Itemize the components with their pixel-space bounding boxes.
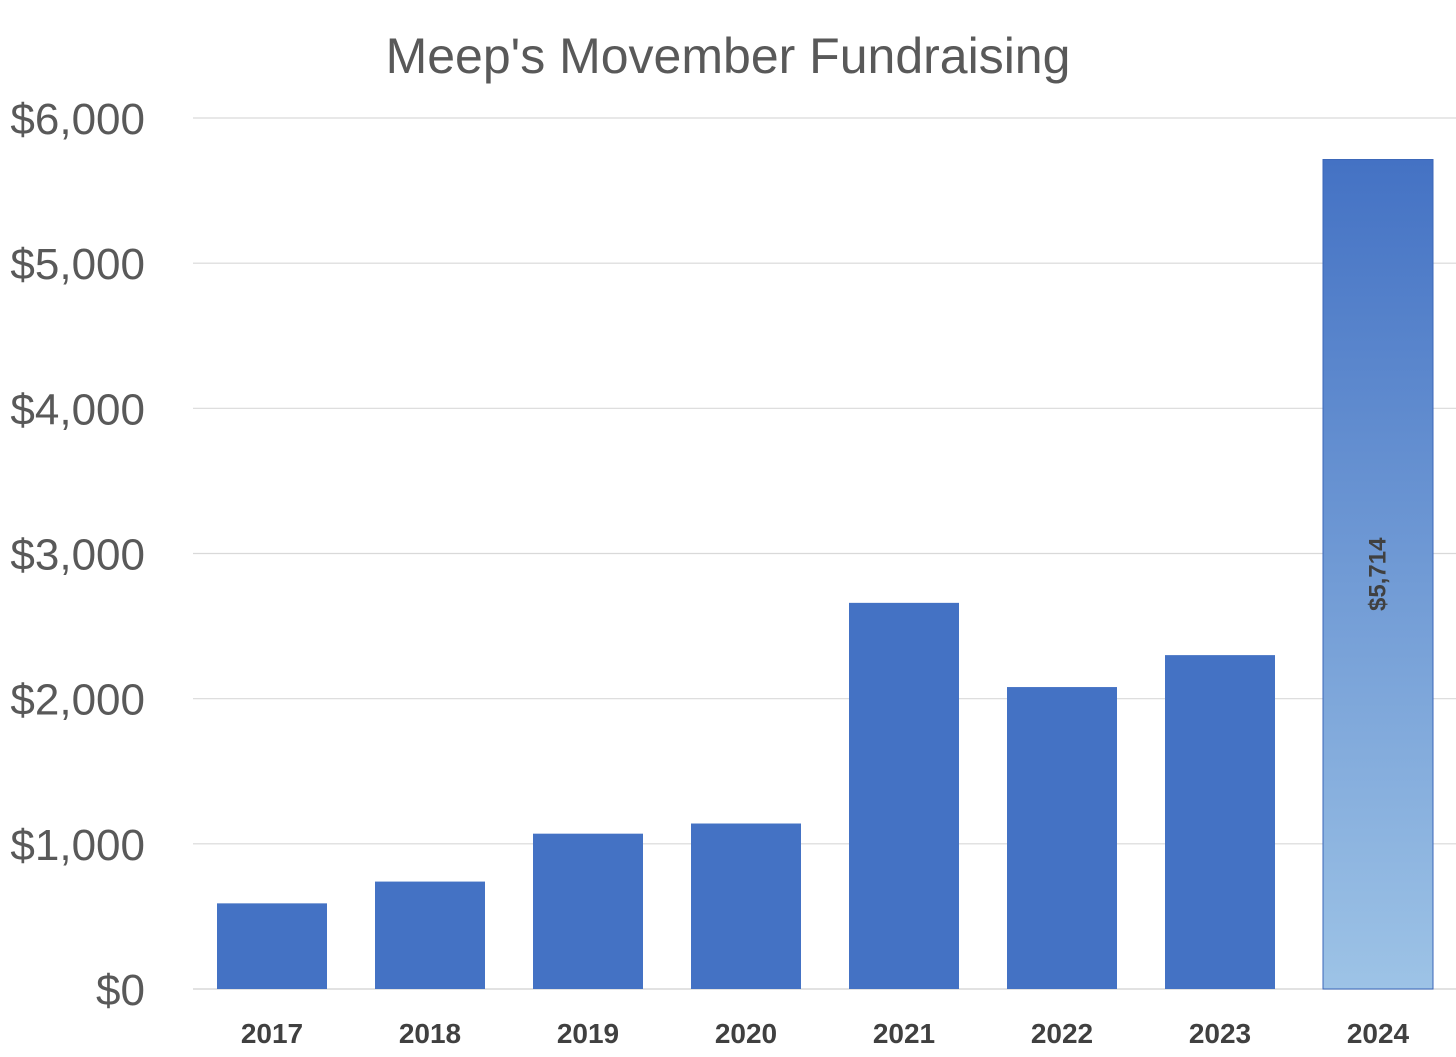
y-tick-label: $6,000 xyxy=(10,95,145,144)
x-tick-label-2018: 2018 xyxy=(399,1018,461,1049)
x-axis-tick-labels: 2017 2018 2019 2020 2021 2022 2023 2024 xyxy=(241,1018,1410,1049)
bar-2024 xyxy=(1322,159,1434,990)
x-tick-label-2021: 2021 xyxy=(873,1018,935,1049)
y-axis-tick-labels: $0 $1,000 $2,000 $3,000 $4,000 $5,000 $6,000 xyxy=(10,95,145,1015)
y-tick-label: $4,000 xyxy=(10,385,145,434)
y-tick-label: $1,000 xyxy=(10,821,145,870)
data-labels: $5,714 xyxy=(1365,537,1392,611)
x-tick-label-2023: 2023 xyxy=(1189,1018,1251,1049)
x-tick-label-2022: 2022 xyxy=(1031,1018,1093,1049)
bar-2022 xyxy=(1007,687,1117,989)
bar-2017 xyxy=(217,903,327,989)
bar-2023 xyxy=(1165,655,1275,989)
y-tick-label: $5,000 xyxy=(10,240,145,289)
bars xyxy=(217,159,1434,990)
chart-title: Meep's Movember Fundraising xyxy=(386,28,1071,84)
bar-2019 xyxy=(533,833,643,989)
bar-2018 xyxy=(375,881,485,989)
bar-2021 xyxy=(849,602,959,989)
y-tick-label: $2,000 xyxy=(10,676,145,725)
x-tick-label-2017: 2017 xyxy=(241,1018,303,1049)
y-tick-label: $3,000 xyxy=(10,531,145,580)
x-tick-label-2020: 2020 xyxy=(715,1018,777,1049)
x-tick-label-2024: 2024 xyxy=(1347,1018,1410,1049)
y-tick-label: $0 xyxy=(96,966,145,1015)
bar-2020 xyxy=(691,823,801,989)
data-label-2024: $5,714 xyxy=(1365,537,1392,611)
x-tick-label-2019: 2019 xyxy=(557,1018,619,1049)
